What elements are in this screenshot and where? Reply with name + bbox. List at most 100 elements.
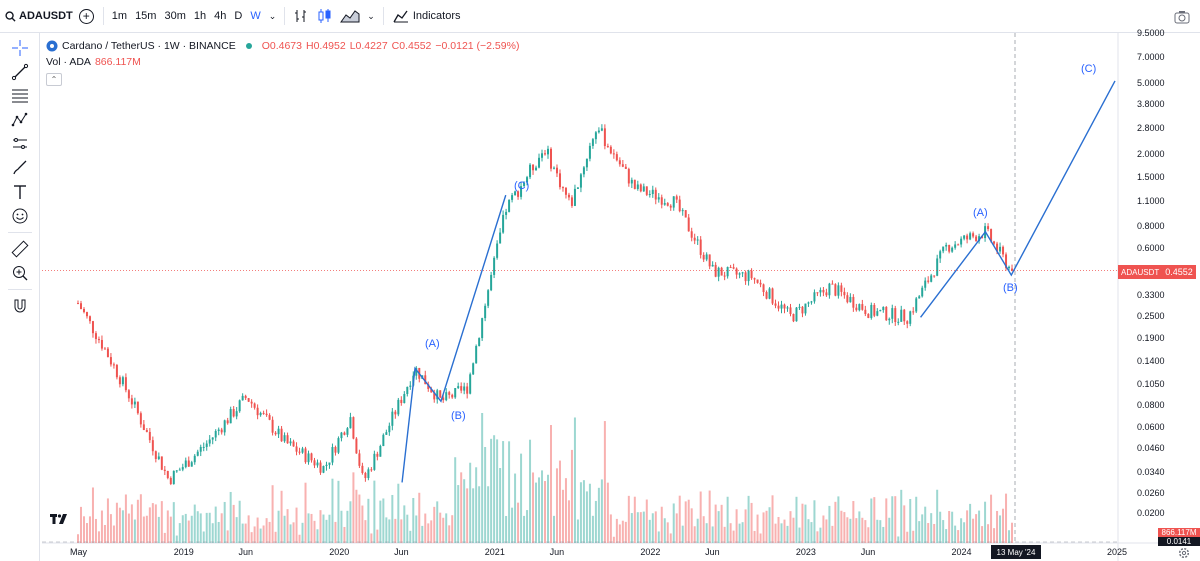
wave-label-c2: (C) <box>1081 63 1097 75</box>
zoom-in-icon[interactable] <box>10 263 30 283</box>
candle-body <box>241 395 244 401</box>
volume-bar <box>217 521 220 543</box>
volume-bar <box>283 515 286 543</box>
volume-bar <box>936 489 939 543</box>
price-tick-label: 0.0800 <box>1137 400 1165 411</box>
symbol-label: ADAUSDT <box>19 10 73 22</box>
timeframe-30m[interactable]: 30m <box>164 10 186 22</box>
candle-body <box>181 467 184 470</box>
volume-bar <box>370 533 373 543</box>
symbol-search[interactable]: ADAUSDT + <box>0 0 99 33</box>
add-symbol-icon[interactable]: + <box>78 8 94 24</box>
volume-bar <box>876 519 879 543</box>
timeframe-d[interactable]: D <box>234 10 243 22</box>
volume-bar <box>295 507 298 543</box>
volume-bar <box>259 528 262 543</box>
candle-body <box>295 446 298 452</box>
timeframe-w[interactable]: W <box>250 10 261 22</box>
volume-bar <box>678 495 681 543</box>
timeframe-1h[interactable]: 1h <box>193 10 207 22</box>
candle-body <box>969 233 972 240</box>
candle-body <box>987 226 990 230</box>
candle-body <box>804 303 807 314</box>
candle-body <box>349 417 352 429</box>
candle-body <box>142 424 145 431</box>
timeframe-4h[interactable]: 4h <box>214 10 227 22</box>
candle-body <box>909 311 912 324</box>
candle-body <box>397 399 400 415</box>
candle-body <box>118 377 121 385</box>
volume-bar <box>484 446 487 543</box>
volume-bar <box>726 496 729 543</box>
candle-body <box>813 292 816 302</box>
candle-body <box>277 428 280 435</box>
candle-body <box>346 428 349 435</box>
volume-bar <box>271 485 274 543</box>
candle-body <box>627 168 630 184</box>
volume-bar <box>124 494 127 543</box>
volume-bar <box>897 536 900 543</box>
ruler-icon[interactable] <box>10 239 30 259</box>
volume-bar <box>924 506 927 543</box>
candle-body <box>340 432 343 439</box>
timeframe-15m[interactable]: 15m <box>135 10 157 22</box>
chevron-down-icon[interactable]: ⌄ <box>268 10 277 21</box>
crosshair-icon[interactable] <box>10 38 30 58</box>
volume-bar <box>891 496 894 543</box>
candle-body <box>873 304 876 316</box>
candle-body <box>433 392 436 400</box>
volume-bar <box>672 503 675 543</box>
volume-bar <box>822 515 825 543</box>
volume-bar <box>636 512 639 543</box>
candle-body <box>466 386 469 394</box>
volume-bar <box>301 522 304 543</box>
tradingview-logo[interactable] <box>50 513 68 528</box>
trend-line-icon[interactable] <box>10 62 30 82</box>
indicators-button[interactable]: Indicators <box>388 0 466 33</box>
volume-bar <box>783 519 786 543</box>
candle-body <box>840 285 843 292</box>
bar-chart-type-icon[interactable] <box>292 8 310 24</box>
collapse-legend-button[interactable]: ⌃ <box>46 73 62 86</box>
timeframe-1m[interactable]: 1m <box>111 10 128 22</box>
legend-title[interactable]: Cardano / TetherUS · 1W · BINANCE <box>62 40 236 52</box>
volume-bar <box>723 526 726 543</box>
brush-icon[interactable] <box>10 158 30 178</box>
settings-icon[interactable] <box>1178 547 1190 559</box>
volume-bar <box>684 501 687 543</box>
volume-bar <box>792 517 795 543</box>
candle-body <box>127 390 130 399</box>
candle-body <box>232 409 235 417</box>
volume-bar <box>999 515 1002 543</box>
pattern-icon[interactable] <box>10 110 30 130</box>
candle-body <box>876 311 879 316</box>
area-chart-type-icon[interactable] <box>340 8 360 24</box>
volume-bar <box>535 482 538 543</box>
candle-body <box>337 438 340 453</box>
candles-chart-type-icon[interactable] <box>316 8 334 24</box>
volume-bar <box>523 515 526 543</box>
candle-body <box>199 446 202 452</box>
volume-bar <box>549 425 552 543</box>
volume-bar <box>702 516 705 543</box>
camera-icon[interactable] <box>1174 10 1190 24</box>
candle-body <box>891 308 894 319</box>
volume-bar <box>547 474 550 543</box>
candle-body <box>846 295 849 303</box>
candle-body <box>903 309 906 322</box>
volume-label[interactable]: Vol · ADA <box>46 56 91 68</box>
candle-body <box>996 243 999 252</box>
forecast-icon[interactable] <box>10 134 30 154</box>
text-tool-icon[interactable] <box>10 182 30 202</box>
candle-body <box>957 244 960 246</box>
emoji-icon[interactable] <box>10 206 30 226</box>
volume-bar <box>753 530 756 543</box>
candle-body <box>612 153 615 155</box>
fib-retracement-icon[interactable] <box>10 86 30 106</box>
candle-body <box>927 280 930 282</box>
chevron-down-icon[interactable]: ⌄ <box>367 10 375 21</box>
volume-bar <box>912 530 915 543</box>
volume-bar <box>708 490 711 543</box>
candle-body <box>552 167 555 169</box>
magnet-icon[interactable] <box>10 296 30 316</box>
